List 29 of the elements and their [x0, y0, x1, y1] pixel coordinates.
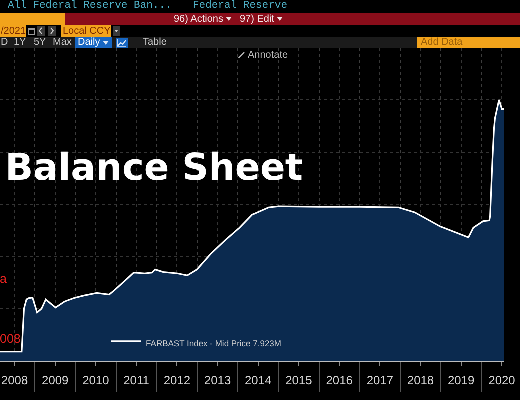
x-tick-label: 2013	[204, 373, 232, 388]
x-tick-label: 2008	[1, 373, 28, 388]
x-tick-label: 2015	[286, 373, 313, 388]
annotation: 008	[0, 332, 21, 346]
text: 5Y	[34, 37, 46, 48]
x-tick-label: 2019	[448, 373, 475, 388]
text: Table	[143, 37, 167, 48]
x-tick-label: 2012	[164, 373, 191, 388]
x-tick-label: 2010	[82, 373, 110, 388]
text: Balance Sheet	[5, 146, 304, 190]
text: Annotate	[248, 50, 288, 60]
text: 96) Actions	[174, 14, 224, 24]
text: Add Data	[421, 37, 463, 48]
chart-subtitle: All Federal Reserve Ban...	[8, 0, 172, 12]
x-tick-label: 2018	[407, 373, 434, 388]
x-tick-label: 2020	[488, 373, 516, 388]
text: D	[1, 37, 8, 48]
text: 1Y	[14, 37, 26, 48]
text: 97) Edit	[240, 14, 274, 24]
x-tick-label: 2016	[326, 373, 354, 388]
x-tick-label: 2014	[244, 373, 272, 388]
legend-label: FARBAST Index - Mid Price 7.923M	[146, 338, 282, 349]
text: Daily	[78, 37, 100, 48]
annotation: a	[0, 272, 7, 286]
text: Federal Reserve	[193, 0, 288, 12]
x-tick-label: 2009	[42, 373, 70, 388]
x-tick-label: 2011	[124, 373, 150, 388]
x-tick-label: 2017	[366, 373, 394, 388]
text: Max	[53, 37, 72, 48]
